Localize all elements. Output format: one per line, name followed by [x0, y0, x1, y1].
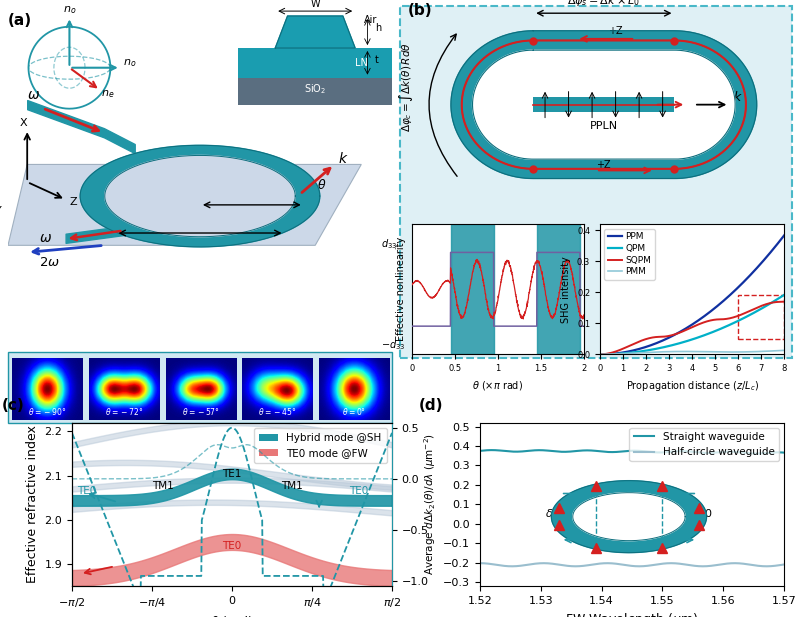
Text: TE1: TE1: [222, 468, 241, 479]
Text: $L_0$: $L_0$: [192, 233, 207, 247]
Text: $2\omega$: $2\omega$: [38, 257, 60, 270]
Text: (d): (d): [419, 397, 444, 413]
Half-circle waveguide: [554, 561, 563, 568]
X-axis label: FW Wavelength ($\mu$m): FW Wavelength ($\mu$m): [566, 611, 698, 617]
Polygon shape: [473, 50, 735, 159]
Half-circle waveguide: [654, 560, 664, 568]
Text: $\mathcal{R}$: $\mathcal{R}$: [250, 189, 262, 202]
Straight waveguide: [554, 448, 563, 455]
Half-circle waveguide: [529, 560, 538, 568]
Text: $\theta=-57°$: $\theta=-57°$: [182, 406, 220, 417]
Line: Straight waveguide: Straight waveguide: [480, 450, 784, 453]
Text: @ 775 nm: @ 775 nm: [16, 362, 73, 372]
Text: $\theta$: $\theta$: [317, 178, 326, 192]
Polygon shape: [80, 145, 320, 247]
Text: $\theta=-45°$: $\theta=-45°$: [258, 406, 297, 417]
Bar: [534, 97, 674, 112]
Text: +Z: +Z: [608, 27, 623, 36]
Straight waveguide: [475, 447, 485, 455]
Half-circle waveguide: [779, 561, 789, 568]
Straight waveguide: [678, 447, 688, 455]
Half-circle waveguide: [678, 560, 688, 568]
Text: $\theta=-90°$: $\theta=-90°$: [28, 406, 66, 417]
Y-axis label: Average $d\Delta k_2(\theta)/d\lambda$ ($\mu$m$^{-2}$): Average $d\Delta k_2(\theta)/d\lambda$ (…: [422, 433, 438, 576]
Straight waveguide: [705, 449, 714, 457]
Legend: Straight waveguide, Half-circle waveguide: Straight waveguide, Half-circle waveguid…: [630, 428, 778, 462]
Text: (c): (c): [2, 397, 24, 413]
Polygon shape: [105, 155, 295, 237]
Text: X: X: [19, 118, 27, 128]
Text: $\Delta\varphi_c=\int\Delta k(\theta)\,Rd\theta$: $\Delta\varphi_c=\int\Delta k(\theta)\,R…: [397, 42, 415, 132]
Half-circle waveguide: [705, 562, 714, 569]
Text: +Z: +Z: [616, 77, 630, 86]
Text: TE0: TE0: [77, 486, 96, 496]
Text: $\theta=-72°$: $\theta=-72°$: [105, 406, 143, 417]
Text: TE0: TE0: [350, 486, 369, 496]
Straight waveguide: [750, 450, 760, 457]
Text: +Z: +Z: [597, 160, 611, 170]
Text: Y: Y: [0, 205, 2, 216]
Text: $\omega$: $\omega$: [27, 88, 40, 102]
Text: $\omega$: $\omega$: [38, 231, 52, 245]
Y-axis label: Effective refractive index: Effective refractive index: [26, 426, 39, 583]
Half-circle waveguide: [613, 560, 622, 568]
Text: -Z: -Z: [579, 77, 590, 86]
Straight waveguide: [530, 447, 539, 454]
Text: $\Delta\varphi_s=\Delta k\times L_0$: $\Delta\varphi_s=\Delta k\times L_0$: [567, 0, 641, 9]
Text: TM1: TM1: [282, 481, 303, 491]
Text: Z: Z: [70, 197, 77, 207]
Text: $k$: $k$: [338, 151, 349, 166]
Text: $\theta=0°$: $\theta=0°$: [342, 406, 366, 417]
Half-circle waveguide: [698, 563, 707, 570]
Straight waveguide: [487, 446, 497, 453]
Polygon shape: [451, 31, 757, 178]
Text: TM1: TM1: [152, 481, 174, 491]
Polygon shape: [451, 31, 757, 178]
X-axis label: $\theta$ (rad): $\theta$ (rad): [210, 615, 254, 617]
Text: $k$: $k$: [734, 90, 743, 104]
Half-circle waveguide: [475, 560, 485, 567]
Text: (b): (b): [408, 3, 433, 18]
Legend: Hybrid mode @SH, TE0 mode @FW: Hybrid mode @SH, TE0 mode @FW: [254, 428, 386, 463]
Line: Half-circle waveguide: Half-circle waveguide: [480, 563, 784, 566]
Straight waveguide: [779, 449, 789, 457]
Text: TE0: TE0: [222, 540, 241, 550]
Polygon shape: [8, 165, 362, 246]
Text: (a): (a): [8, 13, 32, 28]
Text: PPLN: PPLN: [590, 122, 618, 131]
Straight waveguide: [655, 449, 665, 456]
Straight waveguide: [614, 448, 623, 455]
